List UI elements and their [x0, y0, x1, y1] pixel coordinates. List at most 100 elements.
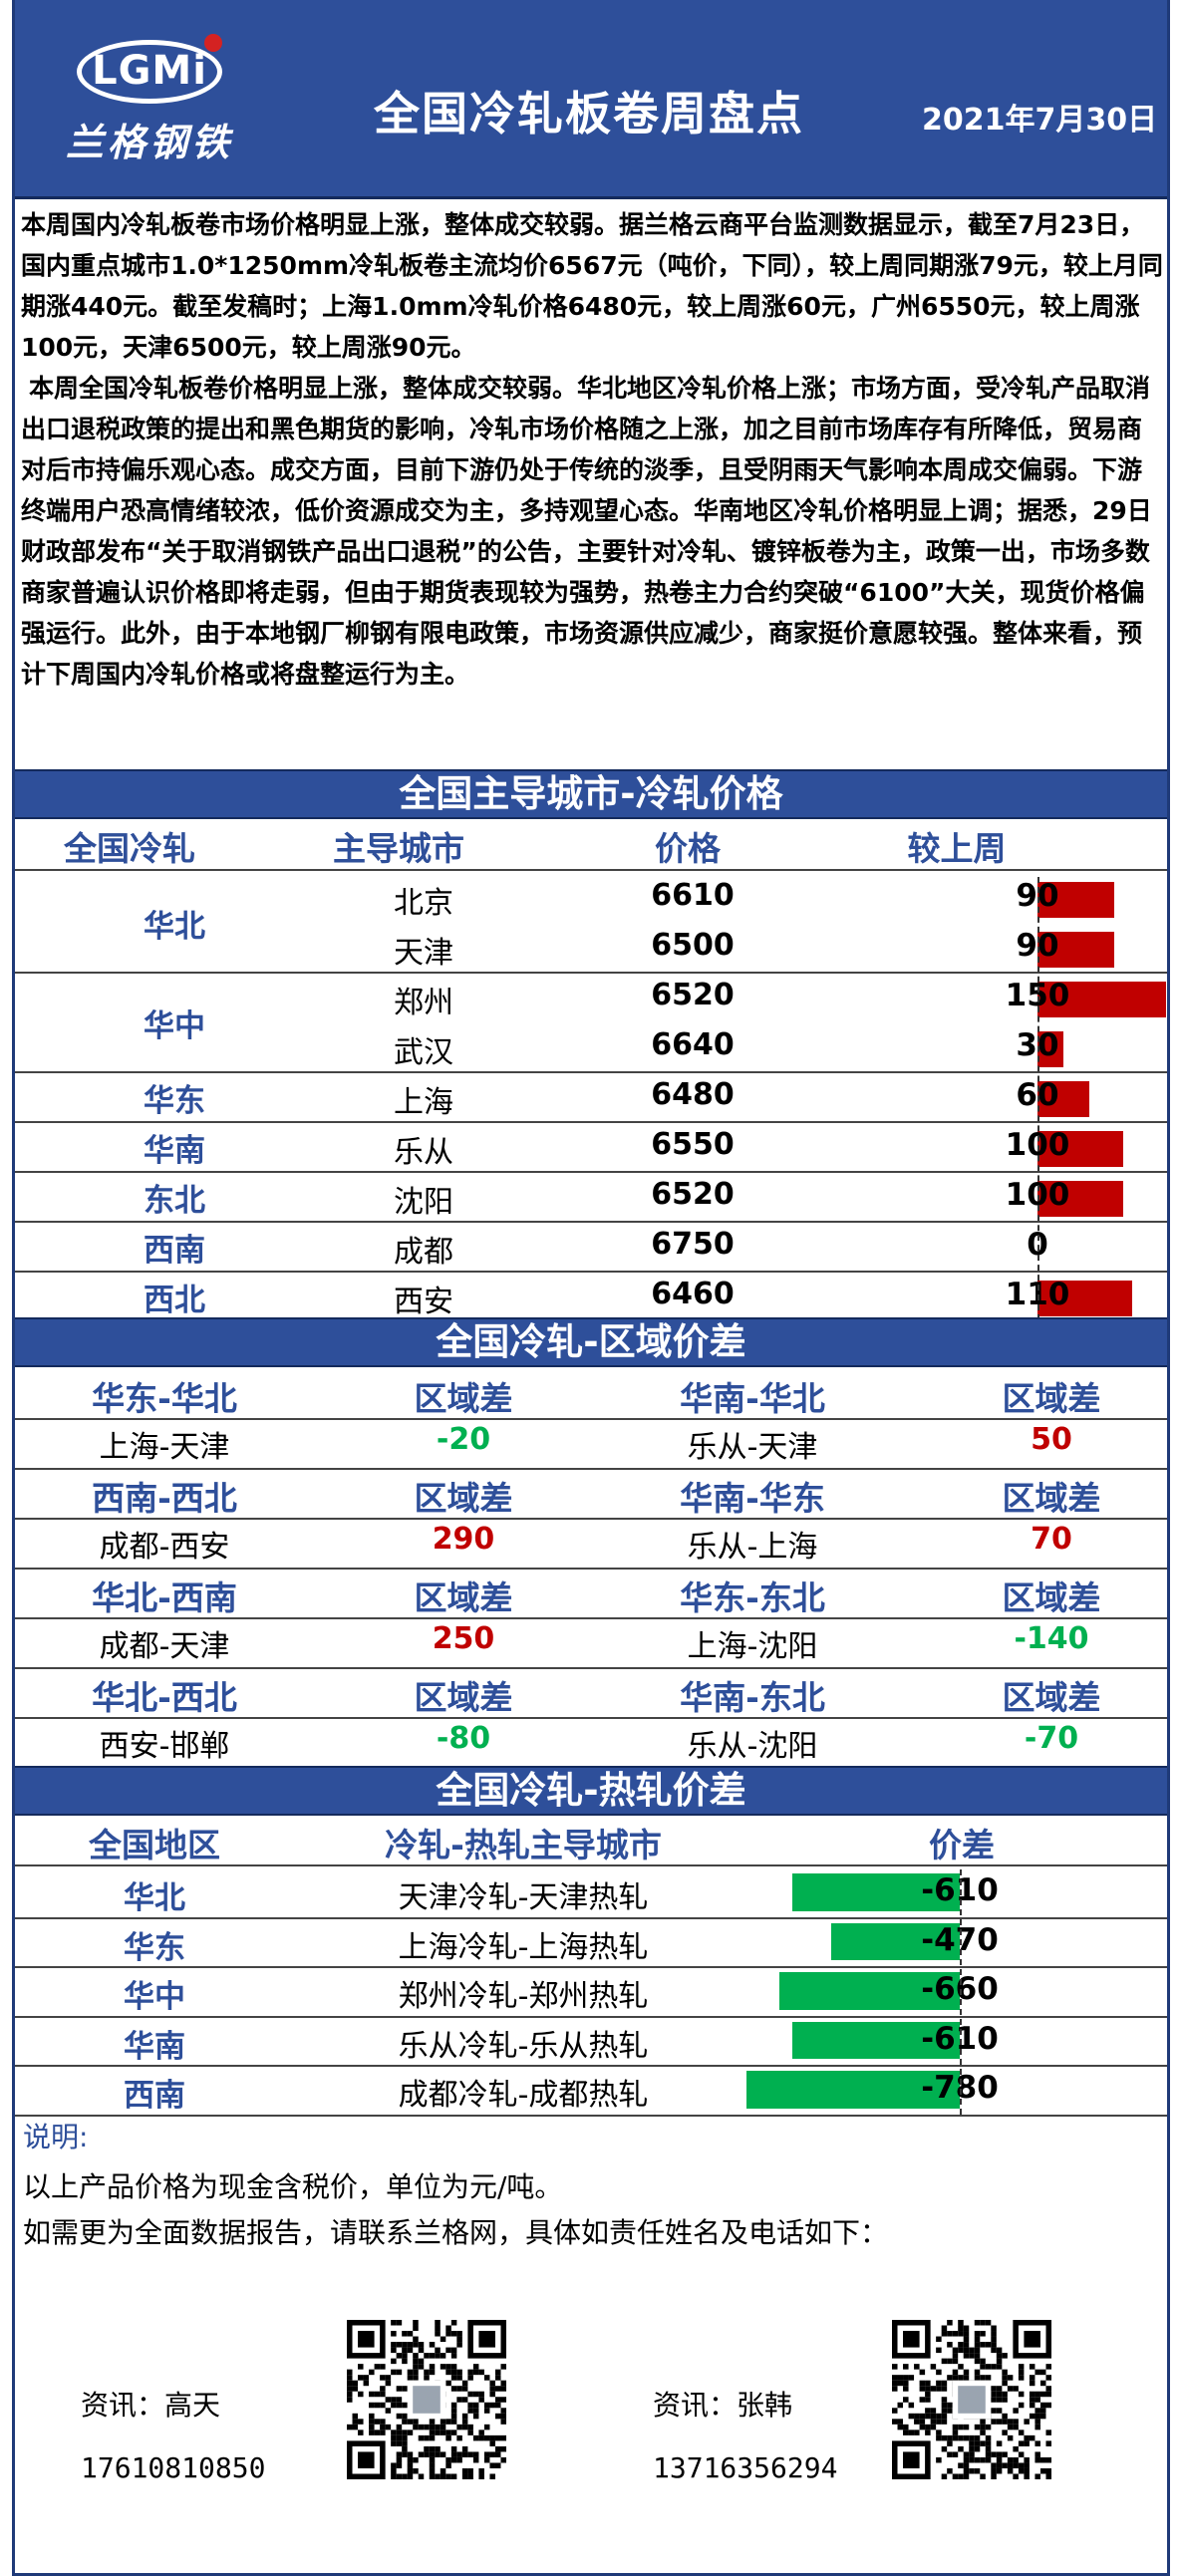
- notes-line-2: 如需更为全面数据报告，请联系兰格网，具体如责任姓名及电话如下：: [23, 2216, 889, 2249]
- qr-module: [450, 2364, 457, 2370]
- qr-module: [402, 2413, 408, 2420]
- price-header-divider: [15, 869, 1167, 871]
- hot-diff-value: -610: [921, 1872, 999, 1908]
- price-header-0: 全国冷轧: [64, 829, 195, 868]
- qr-module: [903, 2386, 909, 2392]
- qr-module: [1045, 2430, 1051, 2435]
- qr-module: [892, 2408, 898, 2414]
- qr-module: [352, 2386, 359, 2392]
- qr-module: [358, 2419, 364, 2425]
- qr-module: [1024, 2419, 1030, 2425]
- diff-cities: 乐从-上海: [687, 1530, 818, 1565]
- qr-module: [483, 2424, 490, 2431]
- qr-module: [380, 2402, 386, 2409]
- qr-module: [980, 2424, 986, 2431]
- qr-module: [478, 2473, 484, 2479]
- qr-module: [450, 2451, 457, 2457]
- qr-module: [963, 2336, 970, 2343]
- qr-module: [1029, 2391, 1035, 2398]
- hot-cities: 天津冷轧-天津热轧: [398, 1880, 649, 1915]
- qr-module: [413, 2325, 419, 2332]
- qr-module: [952, 2451, 959, 2457]
- qr-module: [450, 2347, 457, 2354]
- qr-module: [1034, 2413, 1040, 2420]
- qr-module: [963, 2462, 970, 2468]
- qr-module: [897, 2402, 904, 2409]
- hot-cities: 成都冷轧-成都热轧: [398, 2078, 649, 2113]
- price-value: 6610: [651, 878, 735, 913]
- qr-module: [467, 2391, 473, 2398]
- qr-module: [450, 2430, 457, 2435]
- qr-module: [478, 2430, 484, 2435]
- qr-module: [391, 2397, 397, 2403]
- qr-module: [996, 2353, 1003, 2359]
- qr-module: [352, 2380, 359, 2387]
- qr-module: [947, 2451, 953, 2457]
- logo-letters: LGMi: [92, 48, 207, 94]
- qr-module: [903, 2380, 909, 2387]
- qr-module: [952, 2369, 959, 2376]
- change-bar: [1037, 882, 1115, 918]
- region-label: 西南: [144, 1233, 205, 1269]
- qr-module: [494, 2397, 501, 2403]
- qr-module: [429, 2353, 436, 2359]
- qr-module: [1024, 2467, 1030, 2474]
- qr-module: [445, 2347, 451, 2354]
- qr-module: [996, 2451, 1003, 2457]
- qr-module: [445, 2434, 451, 2441]
- qr-module: [974, 2369, 981, 2376]
- qr-module: [369, 2402, 375, 2409]
- qr-module: [1039, 2408, 1046, 2414]
- qr-module: [914, 2419, 920, 2425]
- qr-module: [897, 2375, 904, 2381]
- qr-module: [391, 2358, 397, 2365]
- qr-module: [494, 2369, 501, 2376]
- qr-module: [941, 2473, 948, 2479]
- qr-module: [996, 2419, 1003, 2425]
- qr-module: [413, 2364, 419, 2370]
- qr-module: [407, 2342, 414, 2348]
- qr-module: [418, 2347, 425, 2354]
- diff-row-divider: [15, 1568, 1167, 1570]
- qr-module: [402, 2353, 408, 2359]
- group-divider: [15, 1171, 1167, 1173]
- qr-module: [991, 2386, 997, 2392]
- price-header-2: 价格: [655, 829, 721, 868]
- qr-module: [413, 2375, 419, 2381]
- page-title: 全国冷轧板卷周盘点: [374, 87, 804, 141]
- change-zero-axis: [1037, 877, 1039, 1320]
- qr-module: [963, 2467, 970, 2474]
- qr-module: [429, 2434, 436, 2441]
- qr-module: [402, 2434, 408, 2441]
- qr-module: [936, 2413, 942, 2420]
- qr-module: [1045, 2456, 1051, 2463]
- qr-module: [429, 2456, 436, 2463]
- qr-module: [991, 2467, 997, 2474]
- hot-region: 华中: [124, 1979, 185, 2015]
- qr-module: [363, 2375, 370, 2381]
- change-bar: [1037, 1131, 1123, 1167]
- qr-module: [472, 2402, 479, 2409]
- qr-module: [380, 2391, 386, 2398]
- qr-module: [996, 2467, 1003, 2474]
- qr-module: [903, 2397, 909, 2403]
- qr-module: [347, 2375, 353, 2381]
- price-city: 沈阳: [394, 1185, 453, 1220]
- qr-module: [450, 2320, 457, 2326]
- qr-module: [1018, 2440, 1025, 2446]
- qr-module: [450, 2331, 457, 2337]
- qr-module: [952, 2424, 959, 2431]
- qr-module: [494, 2375, 501, 2381]
- qr-module: [440, 2424, 446, 2431]
- qr-module: [958, 2445, 964, 2452]
- qr-module: [363, 2380, 370, 2387]
- qr-module: [369, 2424, 375, 2431]
- qr-module: [919, 2386, 926, 2392]
- qr-module: [483, 2408, 490, 2414]
- qr-module: [1013, 2419, 1019, 2425]
- diff-pair-label: 华北-西北: [92, 1678, 237, 1717]
- qr-module: [947, 2375, 953, 2381]
- qr-module: [1029, 2364, 1035, 2370]
- qr-module: [1045, 2467, 1051, 2474]
- qr-module: [413, 2456, 419, 2463]
